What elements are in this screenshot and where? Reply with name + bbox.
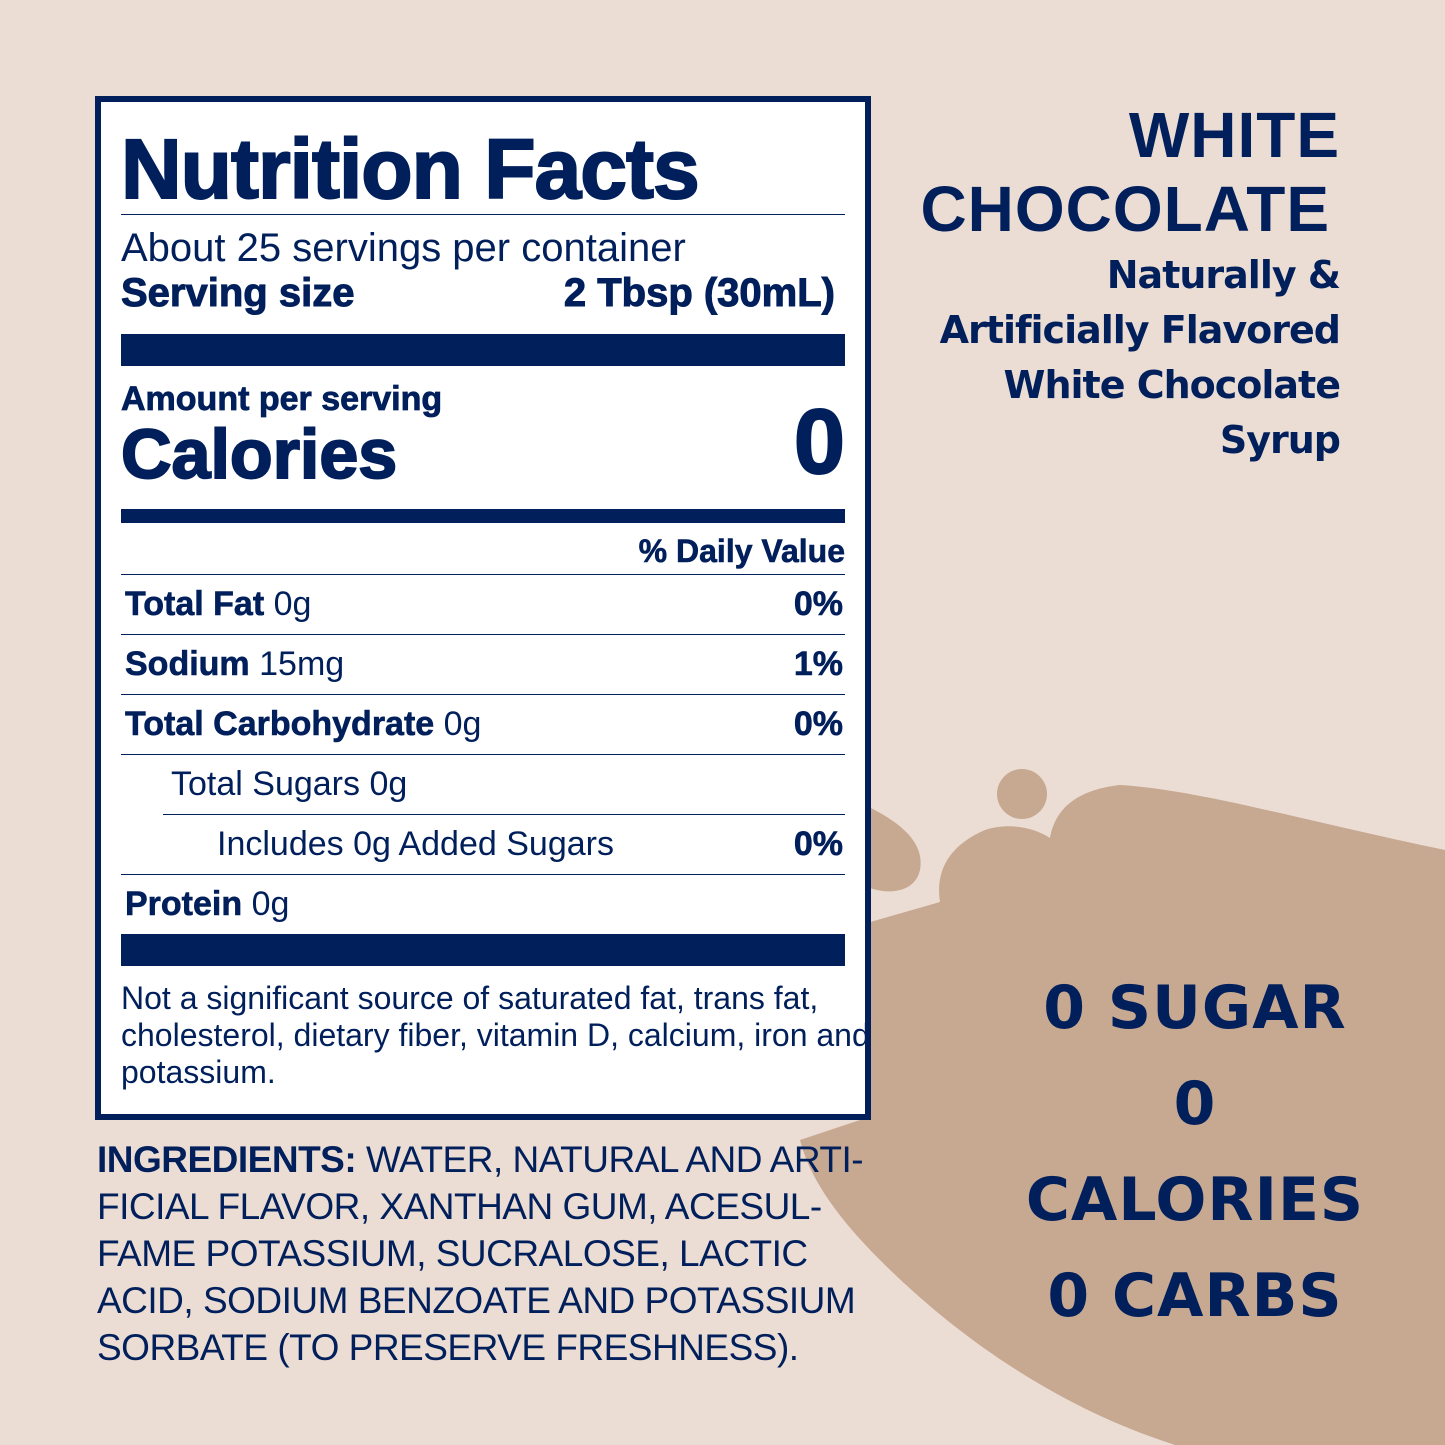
calories-row: Calories 0 [120,395,846,493]
thick-divider [121,334,845,366]
product-description: Naturally & Artificially Flavored White … [939,248,1341,468]
ingredients: INGREDIENTS: WATER, NATURAL AND ARTI-FIC… [97,1136,897,1371]
label-title: Nutrition Facts [120,122,701,216]
nutrient-row: Protein 0g [121,874,845,934]
flavor-line: CHOCOLATE [920,173,1330,245]
thick-divider [121,934,845,966]
serving-size-value: 2 Tbsp (30mL) [563,271,835,316]
splash-dot [997,769,1047,819]
footnote: Not a significant source of saturated fa… [121,980,870,1090]
amount-per-serving: Amount per serving [121,380,443,419]
nutrient-dv: 0% [793,585,844,624]
nutrient-amount: 0g [251,885,290,923]
serving-size-label: Serving size [120,271,355,316]
nutrient-amount: 15mg [259,645,345,683]
claim: 0 CARBS [1047,1261,1343,1331]
nutrient-name: Total Fat [125,585,265,624]
flavor-line: WHITE [1128,99,1340,171]
medium-divider [121,509,845,523]
nutrient-name: Total Carbohydrate [125,705,435,744]
nutrient-amount: 0g [443,705,482,743]
nutrient-amount: 0g [273,585,312,623]
description-line: Naturally & [1106,253,1341,297]
servings-per-container: About 25 servings per container [121,226,686,270]
description-line: Artificially Flavored [939,308,1341,352]
nutrient-dv: 1% [793,645,844,684]
calories-label: Calories [120,415,398,493]
splash-shape [800,785,1445,1445]
claim: 0 SUGAR [1043,973,1347,1043]
nutrient-row: Total Sugars 0g [121,754,845,814]
claims: 0 SUGAR 0 CALORIES 0 CARBS [995,960,1395,1344]
nutrient-row: Total Carbohydrate 0g 0% [121,694,845,754]
nutrient-name: Sodium [125,645,250,684]
nutrient-dv: 0% [793,825,844,864]
nutrient-row: Includes 0g Added Sugars 0% [163,814,845,874]
calories-value: 0 [793,391,846,493]
nutrition-facts-label: Nutrition Facts About 25 servings per co… [95,96,871,1120]
ingredients-label: INGREDIENTS: [97,1139,357,1180]
nutrient-name: Total Sugars 0g [171,765,408,803]
nutrient-name: Includes 0g Added Sugars [217,825,614,863]
ingredients-text: WATER, NATURAL AND ARTI-FICIAL FLAVOR, X… [97,1139,864,1368]
daily-value-header: % Daily Value [638,533,845,570]
claim: 0 CALORIES [1025,1069,1365,1235]
nutrient-row: Total Fat 0g 0% [121,574,845,634]
description-line: Syrup [1219,418,1341,462]
nutrient-dv: 0% [793,705,844,744]
nutrient-row: Sodium 15mg 1% [121,634,845,694]
splash-drop [865,805,921,892]
flavor-name: WHITE CHOCOLATE [920,98,1340,246]
serving-size: Serving size 2 Tbsp (30mL) [120,271,845,316]
divider [121,214,845,215]
nutrient-name: Protein [125,885,243,924]
description-line: White Chocolate [1003,363,1341,407]
